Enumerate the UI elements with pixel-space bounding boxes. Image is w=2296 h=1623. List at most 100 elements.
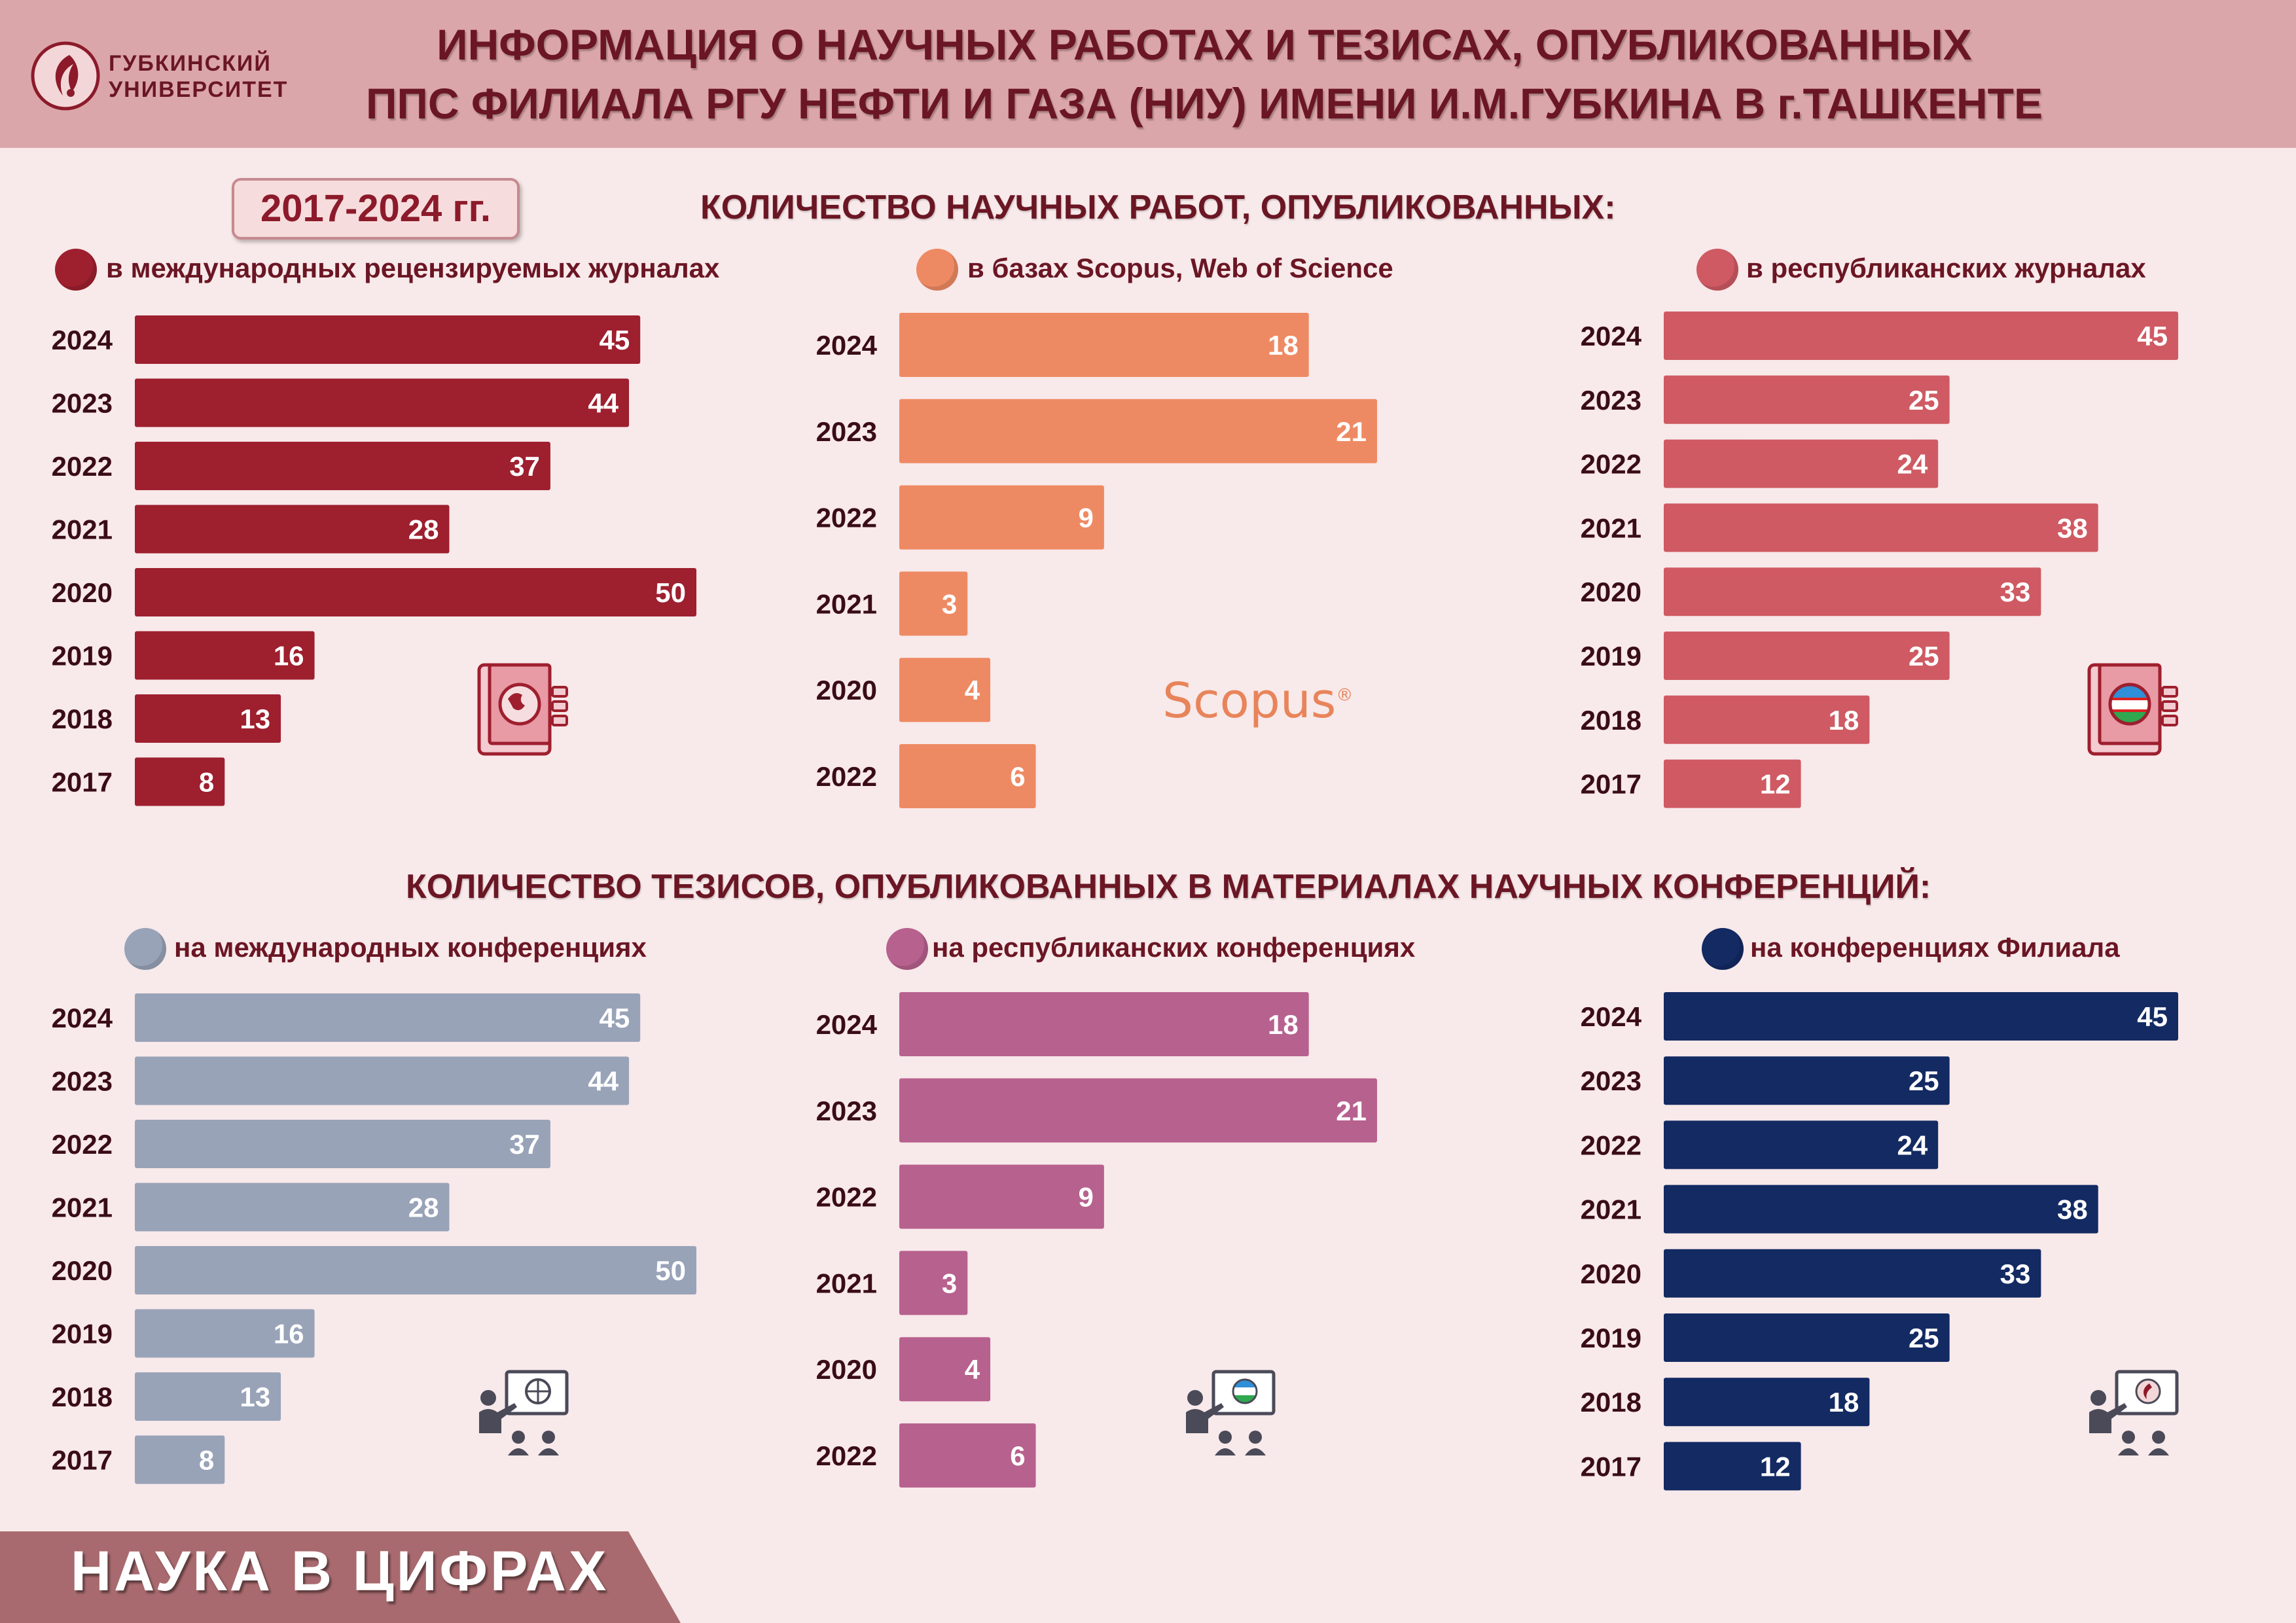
value-label-intl-conferences-1: 44	[588, 1066, 619, 1097]
footer-title: НАУКА В ЦИФРАХ	[71, 1540, 609, 1603]
logo-text-line1: ГУБКИНСКИЙ	[109, 51, 272, 76]
value-label-republican-journals-0: 45	[2137, 321, 2168, 351]
year-label-intl-journals-3: 2021	[52, 514, 113, 545]
value-label-scopus-wos-0: 18	[1268, 330, 1299, 361]
year-label-branch-conferences-1: 2023	[1581, 1065, 1641, 1096]
year-label-intl-journals-1: 2023	[52, 388, 113, 419]
value-label-republican-conferences-0: 18	[1268, 1009, 1299, 1040]
value-label-intl-journals-0: 45	[599, 325, 630, 355]
footer-band	[0, 1531, 681, 1623]
scopus-logo: Scopus®	[1162, 673, 1354, 729]
bar-scopus-wos-0	[899, 313, 1309, 377]
bar-republican-journals-3	[1664, 503, 2098, 552]
year-label-intl-conferences-5: 2019	[52, 1319, 113, 1349]
year-label-republican-journals-3: 2021	[1581, 512, 1641, 543]
value-label-intl-conferences-7: 8	[199, 1445, 214, 1476]
year-label-intl-conferences-7: 2017	[52, 1445, 113, 1476]
bars-intl-conferences: 2024 45 2023 44 2022 37 2021 28 2020 50 2019 16 2018…	[52, 993, 696, 1484]
bar-branch-conferences-6	[1664, 1378, 1870, 1427]
bar-intl-journals-3	[135, 505, 450, 554]
year-label-branch-conferences-2: 2022	[1581, 1130, 1641, 1160]
bars-branch-conferences: 2024 45 2023 25 2022 24 2021 38 2020 33 2019 25 2018…	[1581, 992, 2178, 1491]
legend-dot-intl-journals	[55, 249, 97, 291]
bars-republican-conferences: 2024 18 2023 21 2022 9 2021 3 2020 4 2022 6	[816, 992, 1377, 1488]
legend-dot-branch-conferences	[1702, 928, 1744, 970]
bar-republican-conferences-4	[899, 1337, 991, 1402]
year-label-republican-journals-1: 2023	[1581, 385, 1641, 416]
legend-label-scopus-wos: в базах Scopus, Web of Science	[967, 253, 1393, 283]
value-label-scopus-wos-2: 9	[1078, 503, 1093, 533]
bar-scopus-wos-3	[899, 571, 968, 636]
page-title-line2: ППС ФИЛИАЛА РГУ НЕФТИ И ГАЗА (НИУ) ИМЕНИ…	[365, 79, 2043, 128]
year-label-branch-conferences-4: 2020	[1581, 1258, 1641, 1289]
value-label-branch-conferences-1: 25	[1909, 1065, 1939, 1096]
bar-branch-conferences-7	[1664, 1442, 1801, 1491]
value-label-branch-conferences-0: 45	[2137, 1001, 2168, 1032]
value-label-scopus-wos-5: 6	[1010, 761, 1025, 792]
year-label-intl-conferences-6: 2018	[52, 1382, 113, 1412]
value-label-republican-conferences-3: 3	[942, 1268, 957, 1298]
value-label-intl-conferences-5: 16	[274, 1319, 304, 1349]
bar-scopus-wos-2	[899, 485, 1104, 550]
year-label-scopus-wos-2: 2022	[816, 503, 877, 533]
bar-republican-journals-5	[1664, 632, 1950, 680]
page-title-line1: ИНФОРМАЦИЯ О НАУЧНЫХ РАБОТАХ И ТЕЗИСАХ, …	[437, 20, 1972, 69]
year-label-scopus-wos-4: 2020	[816, 675, 877, 705]
year-label-intl-conferences-3: 2021	[52, 1192, 113, 1223]
year-label-republican-journals-6: 2018	[1581, 705, 1641, 736]
year-label-scopus-wos-1: 2023	[816, 416, 877, 447]
value-label-intl-journals-1: 44	[588, 388, 619, 419]
bar-intl-journals-2	[135, 442, 550, 490]
bar-intl-conferences-1	[135, 1056, 630, 1105]
legend-label-intl-conferences: на международных конференциях	[174, 932, 647, 963]
year-label-intl-conferences-2: 2022	[52, 1129, 113, 1160]
year-label-republican-conferences-0: 2024	[816, 1009, 878, 1040]
year-label-intl-journals-0: 2024	[52, 325, 113, 355]
value-label-scopus-wos-1: 21	[1336, 416, 1367, 447]
value-label-republican-conferences-4: 4	[965, 1354, 980, 1385]
year-label-branch-conferences-3: 2021	[1581, 1194, 1641, 1225]
bar-intl-conferences-7	[135, 1435, 225, 1484]
legend-label-intl-journals: в международных рецензируемых журналах	[106, 253, 720, 283]
bar-republican-journals-7	[1664, 759, 1801, 808]
value-label-intl-conferences-6: 13	[240, 1382, 270, 1412]
bar-republican-conferences-5	[899, 1423, 1036, 1488]
bar-scopus-wos-5	[899, 744, 1036, 808]
period-badge: 2017-2024 гг.	[232, 178, 520, 240]
value-label-intl-journals-2: 37	[509, 451, 540, 482]
year-label-scopus-wos-3: 2021	[816, 588, 877, 619]
bar-scopus-wos-4	[899, 658, 991, 722]
bar-scopus-wos-1	[899, 399, 1377, 463]
year-label-intl-journals-6: 2018	[52, 704, 113, 734]
year-label-republican-conferences-4: 2020	[816, 1354, 877, 1385]
value-label-scopus-wos-3: 3	[942, 588, 957, 619]
bar-republican-journals-2	[1664, 439, 1939, 488]
bars-republican-journals: 2024 45 2023 25 2022 24 2021 38 2020 33 2019 25 2018…	[1581, 312, 2178, 808]
value-label-intl-journals-3: 28	[408, 514, 439, 545]
year-label-branch-conferences-6: 2018	[1581, 1387, 1641, 1418]
university-logo: ГУБКИНСКИЙ УНИВЕРСИТЕТ	[30, 37, 292, 115]
year-label-branch-conferences-7: 2017	[1581, 1451, 1641, 1482]
value-label-branch-conferences-6: 18	[1829, 1387, 1859, 1418]
value-label-republican-journals-7: 12	[1760, 769, 1791, 800]
year-label-scopus-wos-0: 2024	[816, 330, 878, 361]
bar-intl-journals-7	[135, 757, 225, 806]
bar-intl-conferences-4	[135, 1246, 696, 1294]
value-label-branch-conferences-4: 33	[2000, 1258, 2031, 1289]
year-label-republican-conferences-3: 2021	[816, 1268, 877, 1298]
bar-intl-journals-4	[135, 568, 696, 616]
uzbek-flag-presentation-icon	[1186, 1370, 1276, 1455]
year-label-intl-journals-5: 2019	[52, 641, 113, 671]
value-label-intl-journals-4: 50	[655, 577, 686, 608]
logo-emblem-icon	[31, 41, 100, 111]
globe-presentation-icon	[479, 1370, 569, 1455]
year-label-republican-journals-5: 2019	[1581, 641, 1641, 671]
year-label-intl-conferences-4: 2020	[52, 1255, 113, 1286]
value-label-intl-conferences-3: 28	[408, 1192, 439, 1223]
bar-branch-conferences-1	[1664, 1056, 1950, 1105]
bar-branch-conferences-4	[1664, 1249, 2041, 1298]
year-label-republican-journals-7: 2017	[1581, 769, 1641, 800]
bar-republican-conferences-3	[899, 1251, 968, 1315]
bar-republican-conferences-0	[899, 992, 1309, 1056]
bar-intl-journals-0	[135, 315, 641, 364]
